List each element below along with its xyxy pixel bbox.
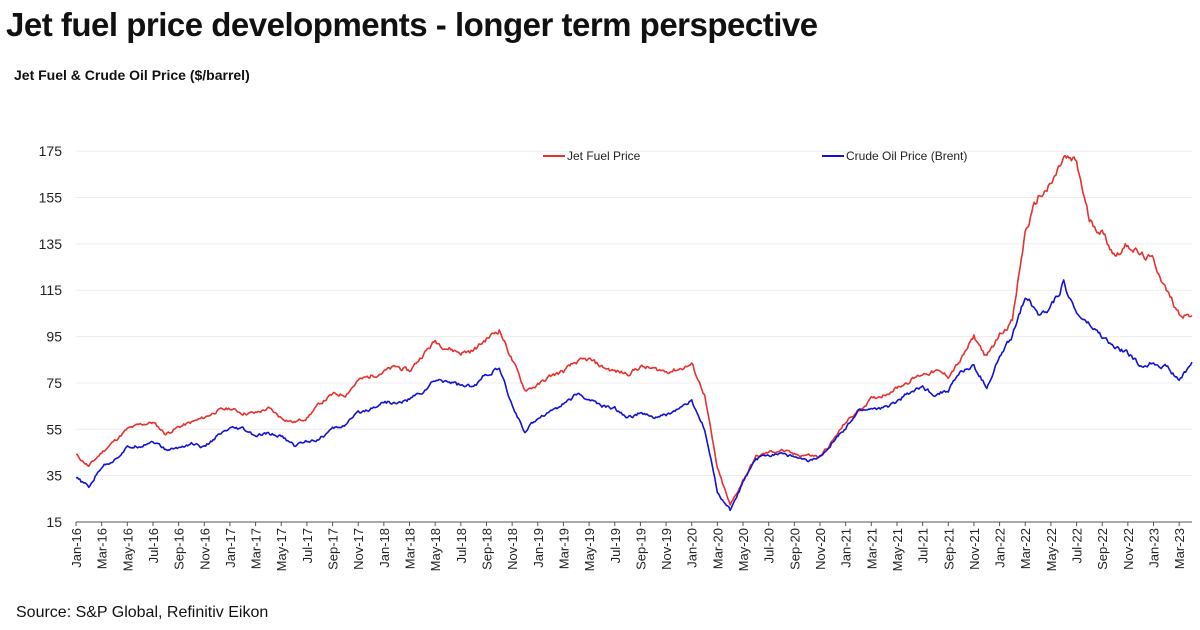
x-tick-label: Jul-17 [300, 528, 315, 563]
x-tick-label: Jul-22 [1070, 528, 1085, 563]
legend-label: Jet Fuel Price [567, 149, 641, 163]
y-tick-label: 175 [39, 143, 63, 159]
x-tick-label: Sep-17 [326, 528, 341, 570]
x-tick-label: Jan-23 [1147, 528, 1162, 568]
series [75, 154, 1193, 512]
y-tick-label: 95 [46, 329, 62, 345]
x-tick-label: Sep-22 [1095, 528, 1110, 570]
x-tick-label: Jan-22 [993, 528, 1008, 568]
x-tick-label: Nov-22 [1121, 528, 1136, 570]
x-tick-label: Sep-18 [479, 528, 494, 570]
x-tick-label: Jul-20 [762, 528, 777, 563]
x-tick-label: Mar-16 [95, 528, 110, 569]
source-note: Source: S&P Global, Refinitiv Eikon [16, 604, 269, 621]
page-title: Jet fuel price developments - longer ter… [6, 6, 818, 43]
series-line-brent [75, 279, 1193, 512]
x-tick-label: Mar-20 [710, 528, 725, 569]
y-axis: 15 35 55 75 95 115 135 155 175 [39, 143, 63, 530]
x-tick-label: Sep-21 [941, 528, 956, 570]
x-tick-label: Jan-18 [377, 528, 392, 568]
x-tick-label: Jul-19 [608, 528, 623, 563]
x-tick-label: Nov-18 [505, 528, 520, 570]
x-tick-label: Jan-20 [685, 528, 700, 568]
x-tick-label: May-20 [736, 528, 751, 571]
x-tick-label: Mar-18 [403, 528, 418, 569]
y-tick-label: 75 [46, 375, 62, 391]
x-tick-label: Sep-16 [172, 528, 187, 570]
legend-label: Crude Oil Price (Brent) [846, 149, 967, 163]
x-tick-label: Mar-22 [1018, 528, 1033, 569]
x-tick-label: Sep-19 [633, 528, 648, 570]
x-tick-label: May-19 [582, 528, 597, 571]
x-tick-label: Nov-20 [813, 528, 828, 570]
x-tick-label: Nov-21 [967, 528, 982, 570]
x-tick-label: Jan-17 [223, 528, 238, 568]
x-tick-label: Nov-17 [351, 528, 366, 570]
x-tick-label: May-17 [274, 528, 289, 571]
x-axis: Jan-16 Mar-16 May-16 Jul-16 Sep-16 Nov-16 Jan-… [69, 522, 1187, 571]
x-tick-label: Jan-16 [69, 528, 84, 568]
y-tick-label: 15 [46, 514, 62, 530]
x-tick-label: Jan-21 [839, 528, 854, 568]
x-tick-label: Mar-21 [864, 528, 879, 569]
y-tick-label: 55 [46, 421, 62, 437]
x-tick-label: Jan-19 [531, 528, 546, 568]
chart-title: Jet Fuel & Crude Oil Price ($/barrel) [14, 67, 250, 83]
y-tick-label: 135 [39, 236, 63, 252]
x-tick-label: Mar-23 [1172, 528, 1187, 569]
gridlines [76, 150, 1192, 523]
x-tick-label: Nov-16 [197, 528, 212, 570]
x-tick-label: Sep-20 [787, 528, 802, 570]
y-tick-label: 115 [40, 282, 63, 298]
x-tick-label: Mar-17 [249, 528, 264, 569]
x-tick-label: Jul-21 [916, 528, 931, 563]
line-chart: 15 35 55 75 95 115 135 155 175 Jan-16 Mar-16 May-1… [39, 143, 1193, 571]
x-tick-label: May-21 [890, 528, 905, 571]
x-tick-label: Mar-19 [556, 528, 571, 569]
x-tick-label: May-16 [120, 528, 135, 571]
series-line-jet-fuel [75, 154, 1193, 506]
x-tick-label: May-18 [428, 528, 443, 571]
x-tick-label: Jul-18 [454, 528, 469, 563]
y-tick-label: 155 [39, 190, 63, 206]
y-tick-label: 35 [46, 468, 62, 484]
x-tick-label: Nov-19 [659, 528, 674, 570]
x-tick-label: May-22 [1044, 528, 1059, 571]
x-tick-label: Jul-16 [146, 528, 161, 563]
legend: Jet Fuel Price Crude Oil Price (Brent) [543, 149, 967, 163]
